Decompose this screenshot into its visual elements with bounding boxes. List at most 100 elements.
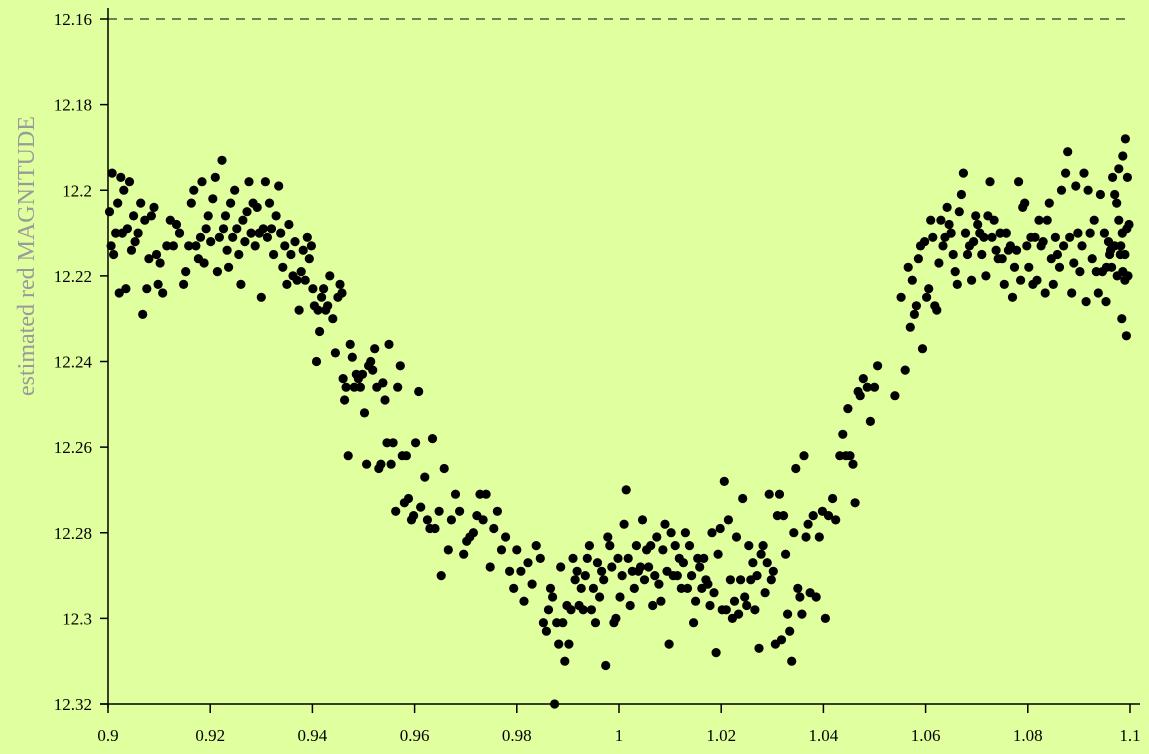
data-point: [250, 241, 260, 251]
data-point: [603, 532, 613, 542]
data-point: [748, 558, 758, 568]
data-point: [576, 583, 586, 594]
data-point: [395, 361, 405, 371]
data-point: [262, 232, 272, 242]
data-point: [142, 284, 152, 294]
data-point: [436, 571, 446, 581]
data-point: [896, 292, 906, 302]
data-point: [1112, 271, 1122, 281]
data-point: [468, 528, 478, 538]
data-point: [222, 245, 232, 255]
data-point: [197, 177, 207, 187]
x-axis-ticks: 0.9 0.92 0.94 0.96 0.98 1 1.02 1.04 1.06 1.08 1.1: [97, 704, 1141, 745]
data-point: [191, 241, 201, 251]
data-point: [378, 378, 388, 388]
x-tick-label: 0.94: [298, 726, 328, 745]
data-point: [1032, 275, 1042, 285]
data-point: [347, 352, 357, 362]
data-point: [944, 219, 954, 230]
data-point: [1034, 215, 1044, 225]
data-point: [228, 232, 238, 242]
data-point: [911, 301, 922, 311]
data-point: [1071, 181, 1081, 191]
data-point: [274, 181, 284, 191]
data-point: [1108, 172, 1118, 182]
data-point: [644, 562, 654, 572]
data-point: [260, 177, 270, 187]
data-point: [403, 493, 414, 504]
data-point: [588, 583, 599, 594]
data-point: [337, 288, 347, 298]
data-point: [977, 249, 987, 260]
data-point: [179, 279, 189, 289]
data-point: [230, 185, 240, 195]
data-point: [258, 224, 268, 234]
data-point: [843, 404, 853, 414]
data-point: [922, 292, 932, 302]
data-point: [595, 592, 605, 602]
data-point: [122, 224, 132, 234]
data-point: [599, 575, 609, 585]
data-point: [217, 155, 227, 165]
data-point: [658, 545, 668, 555]
data-point: [1117, 228, 1127, 238]
x-tick-label: 1.08: [1013, 726, 1043, 745]
data-point: [184, 241, 194, 251]
data-point: [687, 571, 697, 581]
data-point: [203, 211, 213, 221]
data-point: [315, 326, 325, 337]
data-point: [631, 541, 642, 551]
data-point: [355, 382, 365, 392]
data-point: [153, 279, 163, 289]
data-point: [121, 284, 131, 294]
data-point: [590, 618, 601, 628]
data-point: [592, 558, 603, 568]
data-point: [705, 600, 715, 611]
data-point: [873, 361, 883, 371]
data-point: [129, 211, 139, 221]
data-point: [116, 172, 126, 182]
data-point: [155, 258, 165, 268]
data-point: [629, 583, 639, 594]
data-point: [707, 528, 717, 538]
data-point: [1056, 185, 1067, 195]
data-point: [1016, 275, 1026, 285]
data-point: [766, 575, 776, 585]
data-point: [731, 532, 742, 542]
data-point: [1012, 245, 1022, 255]
data-point: [138, 309, 148, 319]
data-point: [1009, 262, 1020, 272]
data-point: [280, 241, 290, 251]
data-point: [292, 275, 302, 285]
data-point: [715, 523, 725, 534]
data-point: [613, 553, 623, 564]
data-point: [236, 279, 246, 289]
data-point: [107, 168, 117, 178]
data-point: [958, 168, 969, 178]
data-point: [678, 558, 689, 568]
data-point: [308, 284, 318, 294]
data-point: [648, 600, 658, 611]
data-point: [140, 215, 150, 225]
data-point: [492, 506, 502, 516]
data-point: [1067, 288, 1077, 298]
data-point: [909, 309, 920, 319]
data-point: [304, 254, 314, 264]
data-point: [554, 639, 564, 649]
data-point: [323, 301, 333, 311]
data-point: [814, 532, 824, 542]
data-point: [601, 660, 611, 671]
data-point: [168, 241, 178, 251]
data-point: [952, 279, 962, 289]
y-tick-label: 12.28: [54, 524, 92, 543]
data-point: [174, 228, 185, 238]
data-point: [652, 532, 662, 542]
data-point: [244, 177, 254, 187]
data-point: [531, 541, 541, 551]
data-point: [774, 489, 785, 499]
data-point: [1107, 241, 1117, 251]
data-point: [1042, 215, 1052, 225]
